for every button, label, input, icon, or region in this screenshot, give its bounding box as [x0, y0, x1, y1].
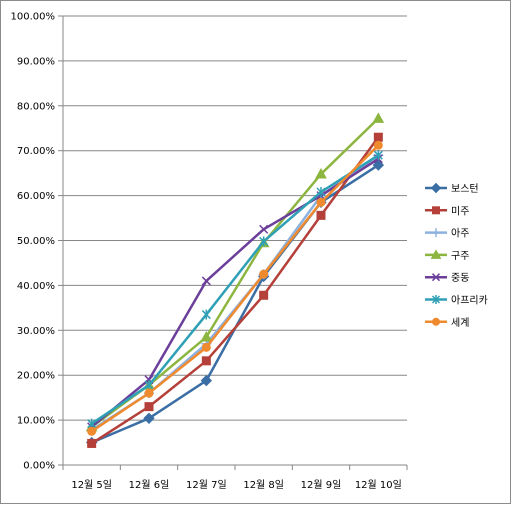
- series-6: [87, 150, 383, 429]
- legend-label: 구주: [451, 251, 469, 262]
- x-tick-label: 12월 9일: [301, 479, 342, 491]
- series-marker: [259, 236, 269, 247]
- series-marker: [143, 412, 155, 425]
- legend-item: 중동: [425, 272, 469, 284]
- series-marker: [431, 228, 441, 238]
- series-marker: [315, 168, 327, 179]
- y-tick-label: 10.00%: [17, 416, 55, 427]
- series-line: [90, 144, 380, 433]
- legend-label: 미주: [451, 205, 469, 217]
- series-marker: [372, 159, 385, 171]
- series-marker: [259, 224, 269, 234]
- x-tick-label: 12월 7일: [186, 479, 227, 491]
- series-2: [87, 132, 383, 448]
- y-tick-label: 100.00%: [11, 12, 56, 23]
- legend-label: 보스턴: [451, 183, 479, 195]
- series-marker: [316, 210, 326, 220]
- series-marker: [372, 112, 385, 123]
- series-marker: [259, 290, 269, 300]
- series-marker: [432, 206, 440, 215]
- x-tick-label: 12월 6일: [129, 479, 170, 491]
- series-marker: [201, 342, 211, 352]
- y-tick-label: 20.00%: [17, 371, 55, 382]
- series-marker: [201, 356, 211, 366]
- series-marker: [87, 438, 97, 448]
- legend-item: 미주: [425, 205, 469, 217]
- series-lines: [85, 112, 385, 449]
- y-tick-label: 0.00%: [23, 461, 55, 472]
- y-tick-label: 30.00%: [17, 326, 55, 337]
- series-line: [90, 154, 380, 425]
- axes: 0.00% 10.00% 20.00% 30.00% 40.00% 50.00% 60.00…: [11, 12, 408, 491]
- series-marker: [316, 187, 326, 198]
- legend-item: 세계: [425, 317, 469, 329]
- series-7: [87, 140, 383, 436]
- legend-item: 구주: [425, 249, 469, 262]
- series-marker: [373, 132, 383, 142]
- legend-label: 세계: [451, 317, 469, 329]
- series-line: [90, 157, 380, 428]
- x-tick-label: 12월 5일: [71, 479, 112, 491]
- y-tick-label: 40.00%: [17, 281, 55, 292]
- series-marker: [144, 380, 154, 391]
- x-tick-label: 12월 10일: [355, 479, 402, 491]
- legend-item: 아프리카: [425, 295, 488, 307]
- legend-label: 중동: [451, 272, 469, 284]
- legend-label: 아주: [451, 228, 469, 240]
- series-marker: [200, 331, 213, 342]
- series-5: [87, 154, 383, 432]
- series-marker: [201, 309, 211, 320]
- series-marker: [431, 273, 441, 282]
- series-marker: [87, 426, 97, 436]
- series-marker: [259, 269, 269, 279]
- legend-item: 아주: [425, 228, 469, 240]
- series-marker: [430, 182, 442, 194]
- series-line: [90, 136, 380, 445]
- y-tick-label: 50.00%: [17, 236, 55, 247]
- x-tick-label: 12월 8일: [243, 479, 284, 491]
- y-tick-label: 90.00%: [17, 56, 55, 67]
- series-marker: [144, 402, 154, 412]
- y-tick-label: 80.00%: [17, 101, 55, 112]
- series-marker: [373, 150, 383, 161]
- series-marker: [432, 317, 440, 326]
- y-tick-label: 60.00%: [17, 191, 55, 202]
- series-marker: [144, 388, 154, 398]
- series-marker: [430, 249, 442, 259]
- series-marker: [200, 374, 213, 387]
- series-marker: [373, 140, 383, 150]
- gridlines: [63, 15, 407, 421]
- legend-item: 보스턴: [425, 182, 479, 195]
- series-line: [90, 117, 380, 428]
- series-marker: [316, 197, 326, 207]
- series-marker: [201, 276, 211, 286]
- y-tick-label: 70.00%: [17, 146, 55, 157]
- legend-label: 아프리카: [451, 295, 488, 307]
- series-marker: [431, 295, 441, 304]
- series-4: [85, 112, 385, 432]
